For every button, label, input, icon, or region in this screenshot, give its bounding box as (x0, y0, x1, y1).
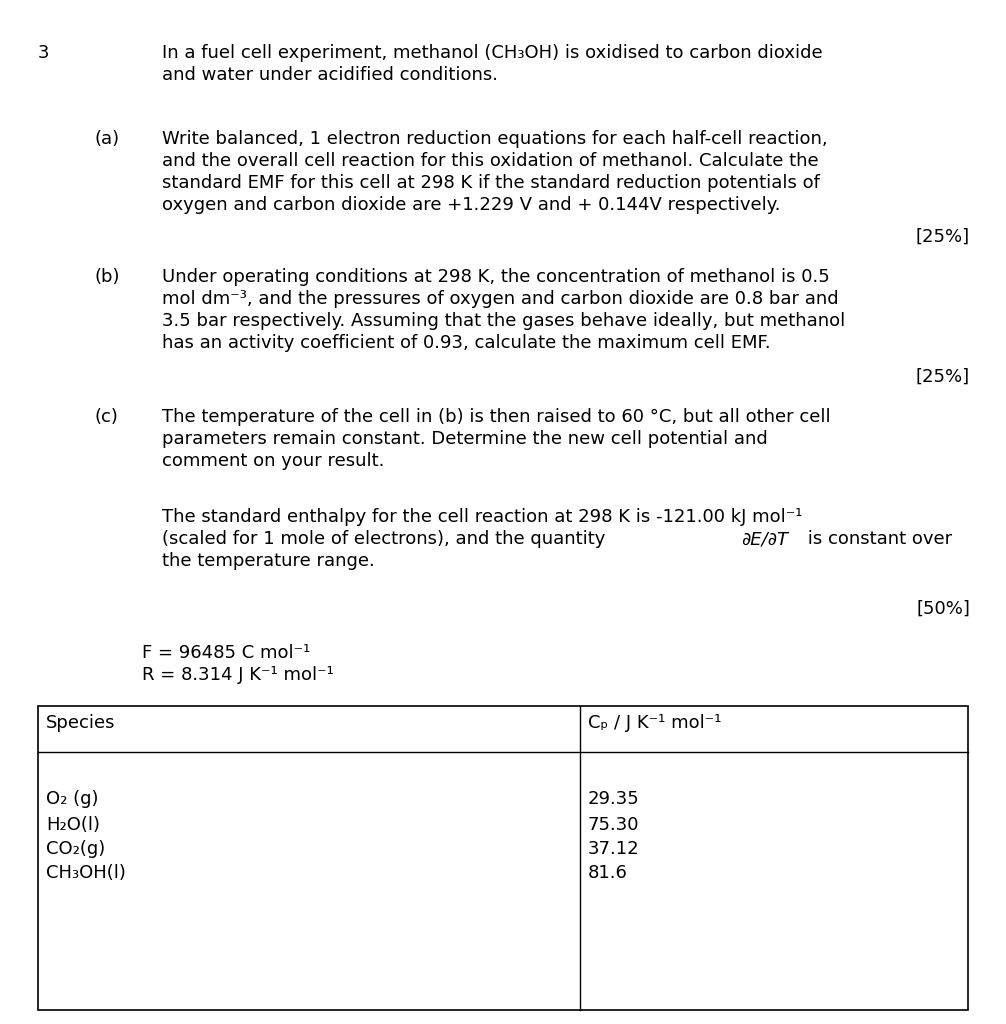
Text: mol dm⁻³, and the pressures of oxygen and carbon dioxide are 0.8 bar and: mol dm⁻³, and the pressures of oxygen an… (162, 290, 839, 308)
Text: the temperature range.: the temperature range. (162, 552, 375, 570)
Text: 81.6: 81.6 (588, 864, 628, 882)
Text: standard EMF for this cell at 298 K if the standard reduction potentials of: standard EMF for this cell at 298 K if t… (162, 174, 820, 193)
Text: 37.12: 37.12 (588, 840, 640, 858)
Text: (b): (b) (95, 268, 121, 286)
Text: F = 96485 C mol⁻¹: F = 96485 C mol⁻¹ (142, 644, 311, 662)
Text: Species: Species (46, 714, 116, 732)
Text: In a fuel cell experiment, methanol (CH₃OH) is oxidised to carbon dioxide: In a fuel cell experiment, methanol (CH₃… (162, 44, 823, 62)
Text: has an activity coefficient of 0.93, calculate the maximum cell EMF.: has an activity coefficient of 0.93, cal… (162, 334, 771, 352)
Text: CO₂(g): CO₂(g) (46, 840, 106, 858)
Text: O₂ (g): O₂ (g) (46, 790, 99, 808)
Text: Cₚ / J K⁻¹ mol⁻¹: Cₚ / J K⁻¹ mol⁻¹ (588, 714, 721, 732)
Text: 3: 3 (38, 44, 49, 62)
Text: 75.30: 75.30 (588, 816, 640, 834)
Text: 3.5 bar respectively. Assuming that the gases behave ideally, but methanol: 3.5 bar respectively. Assuming that the … (162, 312, 845, 330)
Text: (scaled for 1 mole of electrons), and the quantity: (scaled for 1 mole of electrons), and th… (162, 530, 611, 548)
Text: Under operating conditions at 298 K, the concentration of methanol is 0.5: Under operating conditions at 298 K, the… (162, 268, 830, 286)
Text: The temperature of the cell in (b) is then raised to 60 °C, but all other cell: The temperature of the cell in (b) is th… (162, 408, 831, 426)
Text: H₂O(l): H₂O(l) (46, 816, 100, 834)
Text: R = 8.314 J K⁻¹ mol⁻¹: R = 8.314 J K⁻¹ mol⁻¹ (142, 666, 334, 684)
Text: The standard enthalpy for the cell reaction at 298 K is -121.00 kJ mol⁻¹: The standard enthalpy for the cell react… (162, 508, 803, 526)
Text: and water under acidified conditions.: and water under acidified conditions. (162, 66, 498, 84)
Text: and the overall cell reaction for this oxidation of methanol. Calculate the: and the overall cell reaction for this o… (162, 152, 819, 170)
Text: ∂E/∂T: ∂E/∂T (741, 530, 789, 548)
Text: [50%]: [50%] (916, 600, 970, 618)
Text: [25%]: [25%] (915, 228, 970, 246)
Text: (a): (a) (95, 130, 120, 148)
Text: [25%]: [25%] (915, 368, 970, 386)
Text: Write balanced, 1 electron reduction equations for each half-cell reaction,: Write balanced, 1 electron reduction equ… (162, 130, 828, 148)
Text: (c): (c) (95, 408, 119, 426)
Text: CH₃OH(l): CH₃OH(l) (46, 864, 126, 882)
Text: is constant over: is constant over (802, 530, 953, 548)
Text: comment on your result.: comment on your result. (162, 452, 384, 470)
Text: oxygen and carbon dioxide are +1.229 V and + 0.144V respectively.: oxygen and carbon dioxide are +1.229 V a… (162, 196, 781, 214)
Text: parameters remain constant. Determine the new cell potential and: parameters remain constant. Determine th… (162, 430, 768, 449)
Text: 29.35: 29.35 (588, 790, 640, 808)
